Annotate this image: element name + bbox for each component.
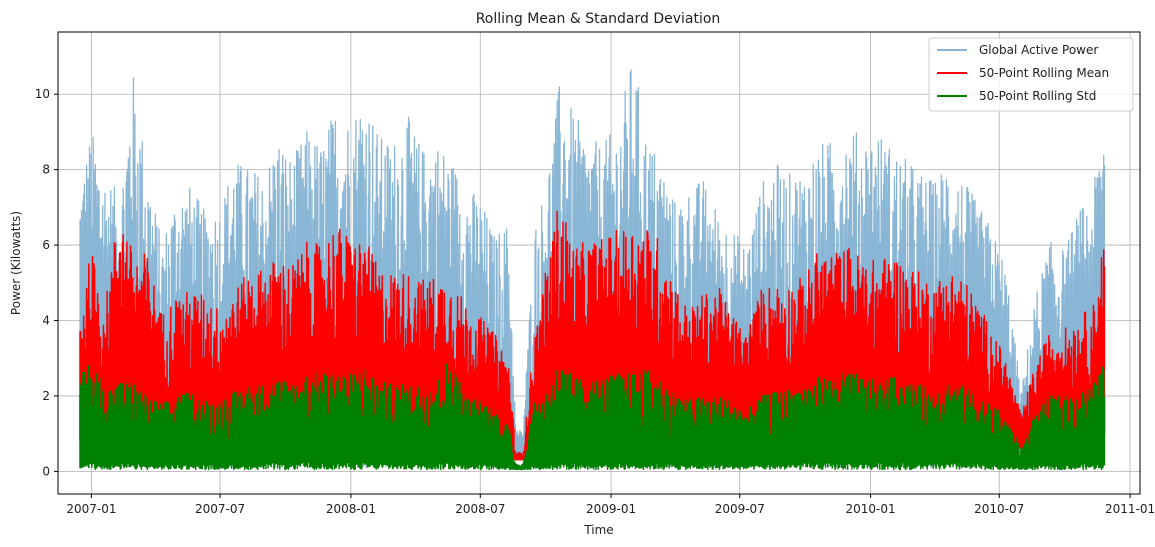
- x-tick-label: 2009-01: [586, 502, 636, 516]
- plot-area-frame: [57, 31, 1141, 495]
- legend-label-global-active-power: Global Active Power: [979, 43, 1098, 57]
- x-tick-label: 2010-07: [974, 502, 1024, 516]
- legend-label-rolling-std: 50-Point Rolling Std: [979, 89, 1096, 103]
- chart-title: Rolling Mean & Standard Deviation: [476, 11, 721, 27]
- legend-box: [928, 37, 1134, 112]
- x-axis-ticks: 2007-01 2007-07 2008-01 2008-07 2009-01 2009-…: [66, 494, 1155, 516]
- y-tick-label: 6: [42, 238, 50, 252]
- y-axis-ticks: 0 2 4 6 8 10: [35, 87, 58, 478]
- y-tick-label: 4: [42, 314, 50, 328]
- y-tick-label: 8: [42, 163, 50, 177]
- x-tick-label: 2010-01: [845, 502, 895, 516]
- y-tick-label: 10: [35, 87, 50, 101]
- y-tick-label: 0: [42, 464, 50, 478]
- y-axis-title: Power (Kilowatts): [9, 211, 23, 315]
- x-tick-label: 2008-01: [326, 502, 376, 516]
- x-tick-label: 2011-01: [1105, 502, 1155, 516]
- legend-label-rolling-mean: 50-Point Rolling Mean: [979, 66, 1109, 80]
- series-layer: [79, 69, 1106, 471]
- x-tick-label: 2008-07: [455, 502, 505, 516]
- x-tick-label: 2007-07: [195, 502, 245, 516]
- legend: Global Active Power 50-Point Rolling Mea…: [928, 37, 1134, 112]
- y-tick-label: 2: [42, 389, 50, 403]
- rolling-std-line: [79, 363, 1106, 471]
- x-axis-title: Time: [583, 523, 613, 537]
- x-tick-label: 2007-01: [66, 502, 116, 516]
- x-tick-label: 2009-07: [715, 502, 765, 516]
